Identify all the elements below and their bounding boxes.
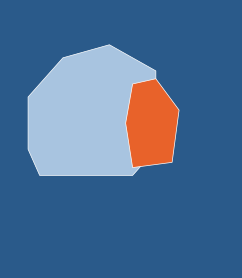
- Polygon shape: [28, 45, 156, 175]
- Polygon shape: [126, 79, 179, 168]
